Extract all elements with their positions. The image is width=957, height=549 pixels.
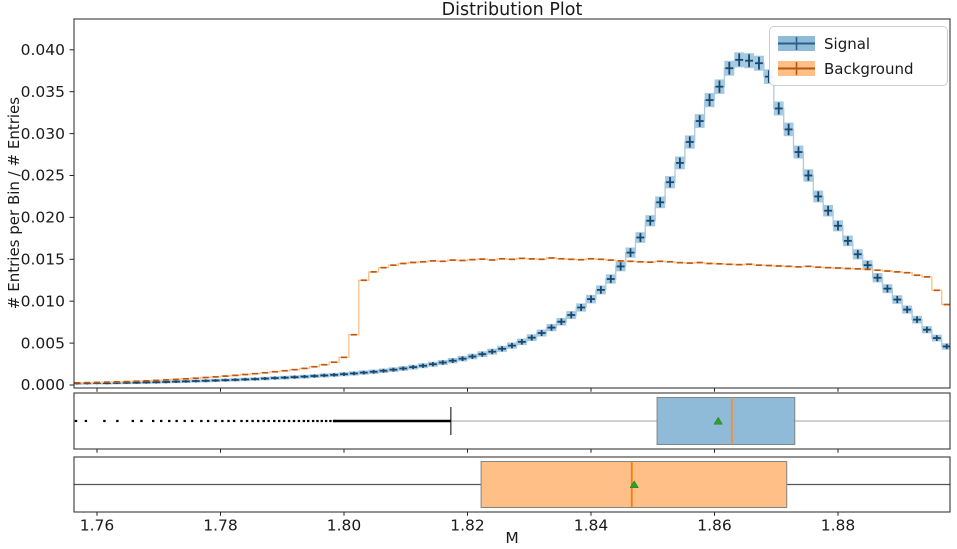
outlier-point [140,419,143,423]
outlier-point [84,419,88,423]
legend: Signal Background [769,26,948,86]
outlier-point [256,419,260,423]
x-tick-label: 1.86 [697,517,732,535]
outlier-point [168,419,171,423]
x-axis-label: M [505,529,519,547]
outlier-point [292,419,296,423]
outlier-point [190,419,194,423]
outlier-point [131,419,135,423]
outlier-point [282,419,286,423]
signal-swatch-icon [778,36,815,51]
outlier-point [329,419,332,423]
x-tick-label: 1.88 [821,517,856,535]
signal-error-boxes [74,52,950,385]
outlier-point [175,419,178,423]
tick-marks [69,49,839,516]
outlier-point [221,419,224,423]
outlier-point [214,419,217,423]
legend-label-background: Background [824,59,914,78]
outlier-point [74,419,78,423]
outlier-point [245,419,249,423]
outlier-point [316,419,319,423]
outlier-point [311,419,315,423]
y-tick-label: 0.005 [21,334,65,352]
outlier-point [324,419,328,423]
signal-step-line [74,59,950,384]
x-tick-label: 1.80 [327,517,362,535]
axes-spine-2 [73,456,951,513]
y-tick-label: 0.020 [21,209,65,227]
outlier-point [206,419,210,423]
legend-item-background: Background [778,56,939,81]
outlier-point [151,419,155,423]
outlier-point [232,419,236,423]
outlier-point [273,419,276,423]
y-tick-label: 0.025 [21,167,65,185]
x-tick-label: 1.82 [450,517,485,535]
outlier-point [200,419,203,423]
outlier-point [240,419,243,423]
axes-spine-1 [73,392,951,450]
outlier-point [287,419,291,423]
y-tick-label: 0.040 [21,41,65,59]
outlier-point [103,419,106,423]
axes-spine-0 [73,18,951,389]
outlier-point [262,419,265,423]
background-markers [74,257,950,384]
background-swatch-icon [778,61,815,76]
x-tick-label: 1.76 [80,517,115,535]
y-tick-label: 0.015 [21,251,65,269]
plot-title: Distribution Plot [441,0,583,20]
outlier-point [333,419,336,423]
signal-markers [74,53,950,385]
y-tick-label: 0.000 [21,376,65,394]
boxplot-background [74,461,950,508]
outlier-point [277,419,281,423]
outlier-point [116,419,119,423]
outlier-point [267,419,270,423]
mean-marker [629,480,639,488]
legend-item-signal: Signal [778,31,939,56]
tick-labels: 1.76 1.78 1.80 1.82 1.84 1.86 1.88 0.000 0.005 0.… [21,41,856,535]
legend-label-signal: Signal [824,34,871,53]
outlier-point [227,419,230,423]
y-tick-label: 0.010 [21,292,65,310]
outlier-point [320,419,323,423]
outlier-point [160,419,163,423]
y-axis-label: # Entries per Bin / # Entries [5,96,23,310]
mean-marker [713,416,723,425]
x-tick-label: 1.84 [574,517,609,535]
background-step-line [74,257,950,384]
outlier-point [183,419,186,423]
outlier-point [302,419,306,423]
outlier-point [306,419,310,423]
y-tick-label: 0.030 [21,125,65,143]
boxplot-signal [74,397,950,445]
box [656,397,796,445]
y-tick-label: 0.035 [21,83,65,101]
outlier-point [297,419,301,423]
outlier-point [251,419,254,423]
x-tick-label: 1.78 [203,517,238,535]
